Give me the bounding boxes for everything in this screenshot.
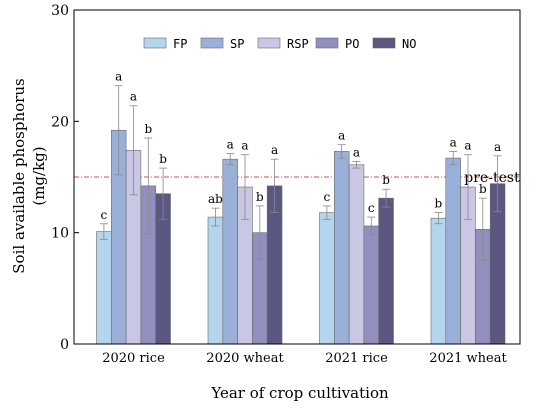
significance-letter: a bbox=[353, 145, 360, 159]
significance-letter: a bbox=[130, 90, 137, 104]
significance-letter: a bbox=[494, 140, 501, 154]
significance-letter: b bbox=[144, 122, 152, 136]
legend-swatch bbox=[257, 37, 281, 49]
significance-letter: a bbox=[271, 143, 278, 157]
bar bbox=[207, 216, 224, 345]
bar bbox=[333, 151, 350, 345]
x-tick-label: 2021 rice bbox=[325, 351, 388, 366]
significance-letter: a bbox=[241, 139, 248, 153]
legend-swatch bbox=[200, 37, 224, 49]
y-tick-label: 30 bbox=[51, 3, 69, 19]
significance-letter: c bbox=[101, 208, 108, 222]
significance-letter: a bbox=[338, 129, 345, 143]
significance-letter: b bbox=[256, 190, 264, 204]
bar bbox=[378, 197, 394, 345]
significance-letter: b bbox=[159, 152, 167, 166]
significance-letter: b bbox=[435, 197, 443, 211]
x-tick-label: 2021 wheat bbox=[429, 351, 507, 366]
significance-letter: a bbox=[115, 70, 122, 84]
y-tick-label: 0 bbox=[60, 337, 69, 353]
significance-letter: c bbox=[368, 201, 375, 215]
legend: FP SP RSP PO NO bbox=[143, 37, 416, 51]
x-tick-label: 2020 rice bbox=[102, 351, 165, 366]
axes: 2020 rice 2020 wheat 2021 rice 2021 wheat 0 1… bbox=[51, 3, 521, 366]
x-tick-label: 2020 wheat bbox=[206, 351, 284, 366]
legend-label: FP bbox=[173, 37, 187, 51]
legend-label: SP bbox=[230, 37, 244, 51]
legend-label: NO bbox=[402, 37, 416, 51]
reference-line-label: pre-test bbox=[464, 170, 520, 186]
bar bbox=[445, 157, 461, 345]
bar bbox=[319, 212, 335, 345]
legend-swatch bbox=[315, 37, 339, 49]
significance-letter: ab bbox=[208, 192, 223, 206]
y-axis-title: Soil available phosphorus (mg/kg) bbox=[10, 78, 48, 273]
y-axis-title-line-1: Soil available phosphorus bbox=[10, 78, 28, 273]
bar bbox=[348, 164, 365, 345]
significance-letter: a bbox=[227, 138, 234, 152]
significance-letter: b bbox=[479, 182, 487, 196]
significance-letter: c bbox=[324, 190, 331, 204]
bar bbox=[363, 225, 379, 345]
bar bbox=[430, 217, 447, 345]
bar bbox=[222, 158, 238, 345]
plot-frame bbox=[73, 9, 521, 345]
bar bbox=[96, 231, 112, 345]
legend-label: PO bbox=[345, 37, 359, 51]
legend-swatch bbox=[143, 37, 167, 49]
legend-swatch bbox=[372, 37, 396, 49]
legend-label: RSP bbox=[287, 37, 309, 51]
significance-letter: a bbox=[464, 139, 471, 153]
x-axis-title: Year of crop cultivation bbox=[210, 384, 389, 402]
y-axis-title-line-2: (mg/kg) bbox=[30, 146, 48, 205]
y-tick-label: 20 bbox=[51, 114, 69, 130]
significance-letter: b bbox=[382, 173, 390, 187]
y-tick-label: 10 bbox=[51, 226, 69, 242]
significance-letter: a bbox=[450, 135, 457, 149]
